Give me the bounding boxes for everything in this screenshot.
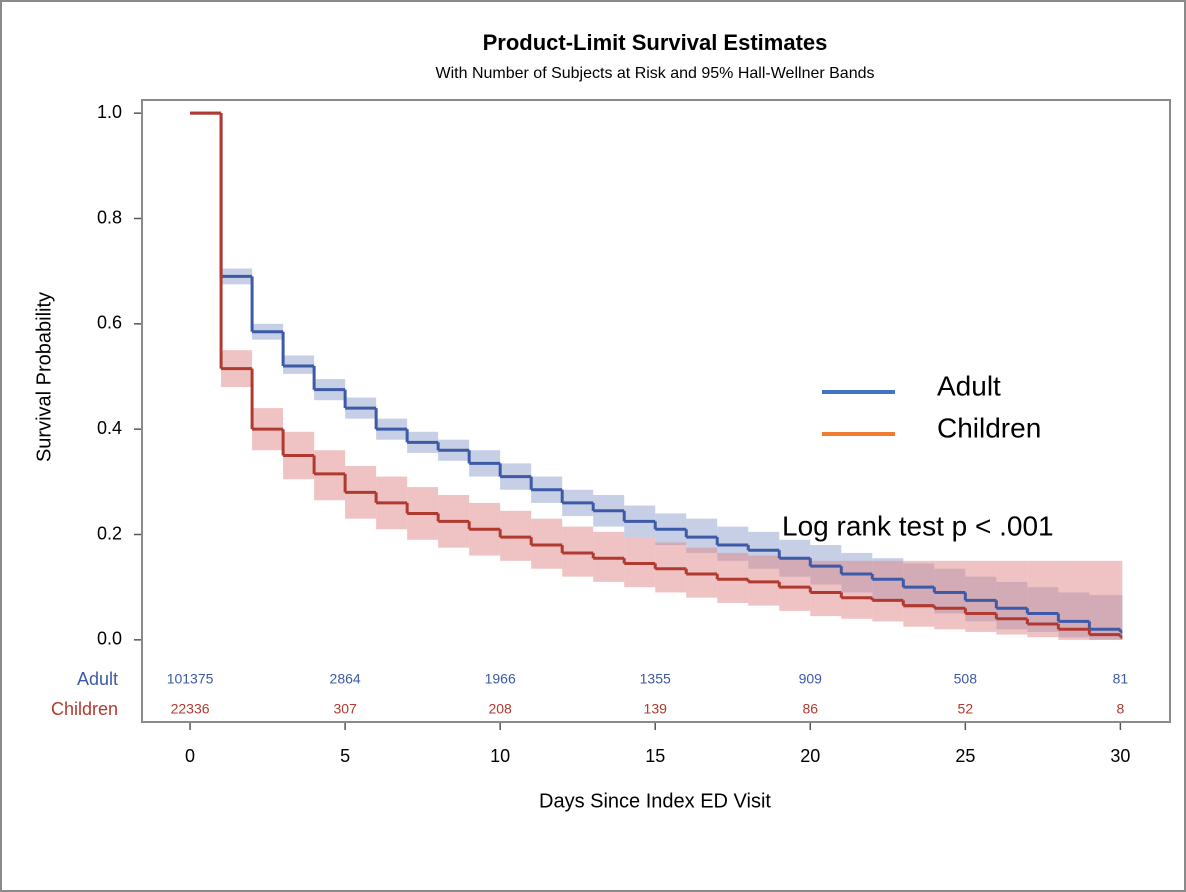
confidence-band <box>1027 560 1059 638</box>
at-risk-count: 52 <box>958 701 974 717</box>
annotation: Log rank test p < .001 <box>782 510 1054 541</box>
at-risk-count: 86 <box>802 701 818 717</box>
y-tick-label: 0.0 <box>97 629 122 649</box>
x-tick-label: 15 <box>645 746 665 766</box>
at-risk-count: 139 <box>644 701 668 717</box>
chart-subtitle: With Number of Subjects at Risk and 95% … <box>436 65 875 82</box>
x-tick-label: 5 <box>340 746 350 766</box>
confidence-band <box>903 560 935 627</box>
chart-title: Product-Limit Survival Estimates <box>483 30 828 55</box>
legend-label: Adult <box>937 370 1001 401</box>
y-tick-label: 0.8 <box>97 207 122 227</box>
at-risk-count: 1355 <box>640 671 671 687</box>
x-tick-label: 20 <box>800 746 820 766</box>
confidence-band <box>1058 560 1090 640</box>
y-tick-label: 0.2 <box>97 523 122 543</box>
confidence-band <box>965 560 997 632</box>
y-tick-label: 0.6 <box>97 313 122 333</box>
at-risk-count: 22336 <box>171 701 210 717</box>
confidence-band <box>996 560 1028 635</box>
plot-frame <box>141 99 1171 723</box>
confidence-band <box>841 560 873 619</box>
at-risk-count: 8 <box>1116 701 1124 717</box>
at-risk-count: 508 <box>954 671 978 687</box>
x-tick-label: 0 <box>185 746 195 766</box>
confidence-band <box>934 560 966 630</box>
at-risk-row-label: Adult <box>77 669 118 689</box>
at-risk-row-label: Children <box>51 699 118 719</box>
at-risk-count: 307 <box>333 701 357 717</box>
at-risk-count: 101375 <box>167 671 214 687</box>
confidence-band <box>810 560 842 617</box>
legend-label: Children <box>937 412 1041 443</box>
x-tick-label: 10 <box>490 746 510 766</box>
at-risk-count: 208 <box>488 701 512 717</box>
y-tick-label: 1.0 <box>97 102 122 122</box>
at-risk-count: 909 <box>799 671 823 687</box>
at-risk-count: 1966 <box>485 671 516 687</box>
at-risk-count: 2864 <box>330 671 361 687</box>
at-risk-count: 81 <box>1113 671 1129 687</box>
y-tick-label: 0.4 <box>97 418 122 438</box>
x-tick-label: 25 <box>955 746 975 766</box>
confidence-band <box>1089 560 1121 640</box>
confidence-band <box>1120 560 1123 640</box>
x-tick-label: 30 <box>1110 746 1130 766</box>
x-axis-label: Days Since Index ED Visit <box>539 790 771 812</box>
confidence-band <box>779 558 811 611</box>
y-axis-label: Survival Probability <box>33 292 55 462</box>
confidence-band <box>872 560 904 622</box>
